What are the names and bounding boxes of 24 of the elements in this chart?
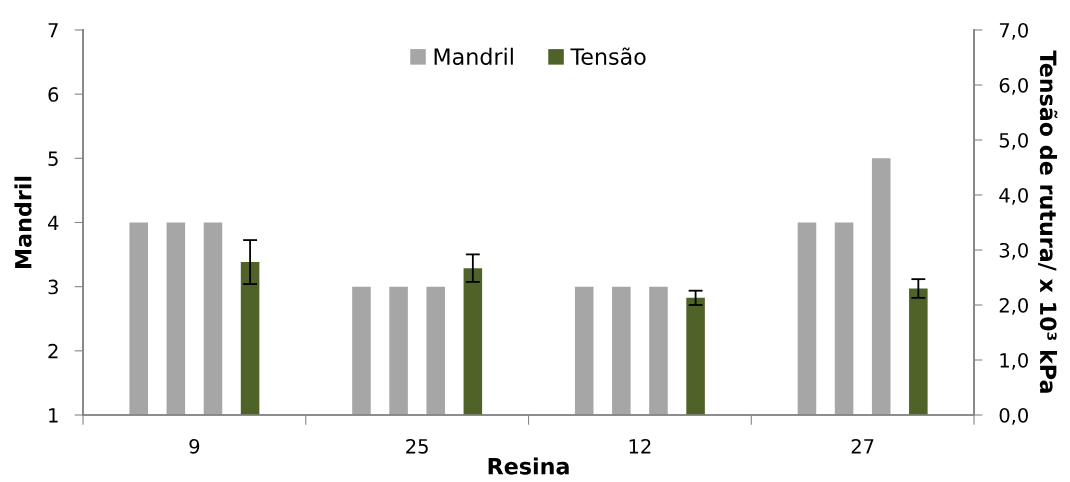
x-tick-label: 27 (851, 438, 874, 454)
y2-tick-label: 0,0 (999, 407, 1028, 425)
y-tick-label: 5 (48, 151, 58, 166)
y2-tick-label: 6,0 (999, 77, 1028, 95)
y2-tick-label: 5,0 (999, 132, 1028, 150)
y2-axis-title: Tensão de rutura/ x 10³ kPa (1038, 50, 1058, 393)
y-tick-label: 3 (48, 279, 58, 295)
y2-tick-label: 3,0 (999, 242, 1028, 260)
y-tick-label: 4 (48, 215, 59, 230)
y2-tick-label: 2,0 (999, 297, 1028, 315)
y-tick-label: 1 (49, 408, 58, 423)
y-axis-title: Mandril (14, 176, 32, 268)
x-tick-label: 9 (189, 438, 200, 454)
y-tick-label: 6 (48, 87, 59, 102)
y2-tick-label: 1,0 (1000, 352, 1028, 370)
x-axis-title: Resina (488, 457, 569, 475)
x-tick-label: 12 (629, 438, 651, 454)
x-tick-label: 25 (406, 438, 428, 454)
y2-tick-label: 4,0 (999, 187, 1028, 205)
y-tick-label: 2 (48, 343, 58, 359)
y-tick-label: 7 (48, 23, 58, 38)
legend-label: Tensão (570, 47, 646, 65)
y2-tick-label: 7,0 (999, 22, 1028, 40)
legend-label: Mandril (434, 47, 513, 65)
